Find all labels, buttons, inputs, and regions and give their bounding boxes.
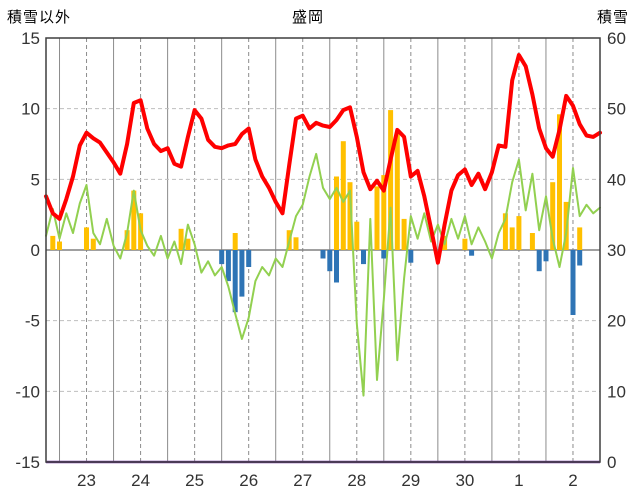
svg-text:5: 5 xyxy=(31,170,40,189)
svg-text:0: 0 xyxy=(607,453,616,472)
svg-text:15: 15 xyxy=(21,29,40,48)
svg-text:1: 1 xyxy=(514,471,523,490)
svg-text:20: 20 xyxy=(607,312,626,331)
svg-text:26: 26 xyxy=(239,471,258,490)
left-axis-title: 積雪以外 xyxy=(7,9,72,26)
svg-text:60: 60 xyxy=(607,29,626,48)
svg-text:25: 25 xyxy=(185,471,204,490)
svg-text:29: 29 xyxy=(401,471,420,490)
svg-text:0: 0 xyxy=(31,241,40,260)
svg-text:30: 30 xyxy=(607,241,626,260)
svg-text:10: 10 xyxy=(21,100,40,119)
svg-text:-10: -10 xyxy=(15,382,40,401)
right-axis-title: 積雪 xyxy=(596,9,629,26)
svg-text:10: 10 xyxy=(607,382,626,401)
svg-text:23: 23 xyxy=(77,471,96,490)
svg-text:27: 27 xyxy=(293,471,312,490)
svg-text:-5: -5 xyxy=(25,312,40,331)
chart-title: 盛岡 xyxy=(291,9,325,26)
svg-text:28: 28 xyxy=(347,471,366,490)
svg-text:2: 2 xyxy=(568,471,577,490)
svg-text:50: 50 xyxy=(607,100,626,119)
svg-text:24: 24 xyxy=(131,471,150,490)
svg-text:40: 40 xyxy=(607,170,626,189)
svg-text:-15: -15 xyxy=(15,453,40,472)
svg-text:30: 30 xyxy=(455,471,474,490)
